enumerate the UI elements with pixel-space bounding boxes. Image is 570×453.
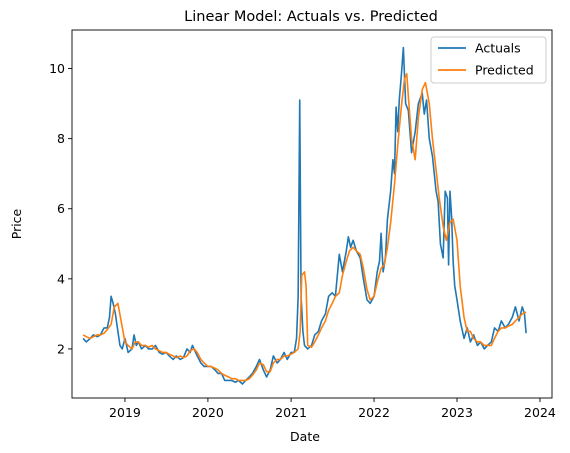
series-line-predicted bbox=[82, 73, 527, 382]
legend-label-predicted: Predicted bbox=[475, 63, 534, 78]
x-tick-label: 2024 bbox=[524, 405, 556, 420]
y-axis-label: Price bbox=[9, 208, 24, 239]
x-tick-label: 2023 bbox=[441, 405, 473, 420]
legend: Actuals Predicted bbox=[430, 36, 547, 84]
y-tick-label: 8 bbox=[57, 131, 65, 146]
y-tick-label: 2 bbox=[57, 341, 65, 356]
y-tick-label: 10 bbox=[49, 61, 65, 76]
x-tick-label: 2020 bbox=[192, 405, 224, 420]
x-axis: 2019 2020 2021 2022 2023 2024 bbox=[109, 398, 556, 420]
x-axis-label: Date bbox=[290, 429, 320, 444]
y-tick-label: 6 bbox=[57, 201, 65, 216]
axes-frame bbox=[71, 29, 553, 399]
x-tick-label: 2019 bbox=[109, 405, 141, 420]
x-tick-label: 2021 bbox=[275, 405, 307, 420]
chart-title: Linear Model: Actuals vs. Predicted bbox=[184, 9, 438, 25]
x-tick-label: 2022 bbox=[358, 405, 390, 420]
plot-area bbox=[82, 46, 527, 385]
legend-label-actuals: Actuals bbox=[475, 41, 521, 56]
y-axis: 2 4 6 8 10 bbox=[49, 61, 72, 356]
series-line-actuals bbox=[82, 46, 527, 385]
y-tick-label: 4 bbox=[57, 271, 65, 286]
